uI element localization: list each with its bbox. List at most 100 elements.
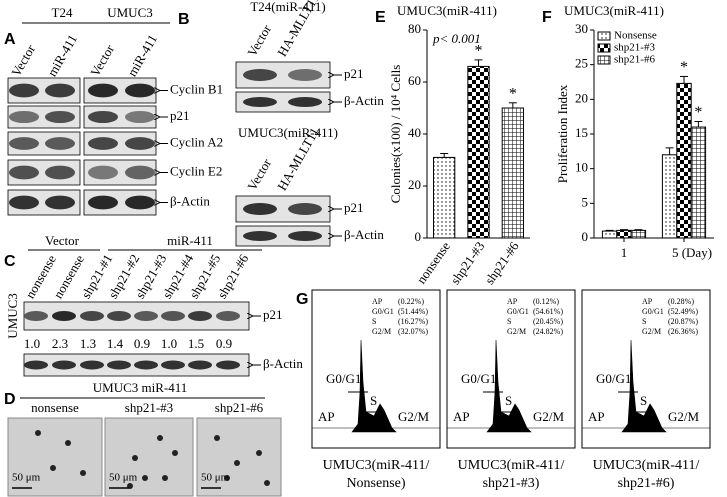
significance-mark: * — [509, 85, 517, 102]
colony — [214, 435, 220, 441]
stat-value: (0.28%) — [668, 297, 694, 306]
gate-label: G0/G1 — [596, 371, 631, 386]
dna-histogram — [621, 339, 667, 433]
caption: shp21-#3) — [483, 476, 540, 491]
protein-label: p21 — [344, 66, 364, 81]
x-tick-label: shp21-#3 — [447, 239, 487, 287]
bar — [467, 65, 490, 239]
blot-band — [107, 360, 131, 370]
protein-label: Cyclin B1 — [170, 81, 223, 96]
chart-title: UMUC3(miR-411) — [564, 3, 664, 18]
y-tick-label: 10 — [575, 160, 588, 175]
image-label: shp21-#6 — [215, 400, 264, 415]
gate-label: G0/G1 — [461, 371, 496, 386]
protein-label: p21 — [263, 307, 283, 322]
y-tick-label: 80 — [408, 21, 421, 36]
bar — [501, 107, 524, 239]
gate-label: AP — [588, 409, 605, 424]
colony — [162, 475, 168, 481]
density-ratio: 1.0 — [24, 336, 40, 351]
blot-band — [125, 165, 155, 180]
colony — [256, 450, 262, 456]
panel-letter: F — [542, 9, 552, 26]
blot-band — [125, 83, 155, 98]
density-ratio: 0.9 — [134, 336, 150, 351]
y-tick-label: 30 — [575, 21, 588, 36]
stat-label: G2/M — [642, 327, 661, 336]
protein-label: β-Actin — [170, 193, 210, 208]
stat-label: S — [372, 317, 376, 326]
y-tick-label: 40 — [408, 125, 421, 140]
bar — [661, 154, 678, 239]
y-tick-label: 20 — [575, 90, 588, 105]
caption: Nonsense) — [346, 476, 405, 491]
blot-band — [45, 83, 75, 98]
stat-value: (24.82%) — [533, 327, 563, 336]
density-ratio: 1.3 — [80, 336, 96, 351]
blot-band — [243, 231, 277, 241]
gate-label: G2/M — [668, 409, 700, 424]
blot-band — [243, 97, 277, 107]
gate-label: G2/M — [398, 409, 430, 424]
y-tick-label: 5 — [582, 194, 589, 209]
y-axis-label: Colonies(x100) / 10⁴ Cells — [388, 65, 403, 204]
blot-band — [9, 83, 39, 98]
stat-value: (20.45%) — [533, 317, 563, 326]
stat-value: (26.36%) — [668, 327, 698, 336]
group-label: UMUC3 — [107, 5, 153, 20]
gate-label: G0/G1 — [326, 371, 361, 386]
image-label: shp21-#3 — [125, 400, 173, 415]
blot-band — [107, 311, 131, 321]
group-label: T24 — [52, 5, 73, 20]
panel-letter: G — [296, 291, 308, 308]
stat-label: AP — [507, 297, 518, 306]
lane-label: miR-411 — [44, 32, 80, 79]
stat-value: (54.61%) — [533, 307, 563, 316]
colony — [234, 460, 240, 466]
stat-label: G0/G1 — [372, 307, 394, 316]
blot-band — [288, 97, 322, 107]
dna-histogram — [351, 339, 397, 433]
stat-label: G0/G1 — [642, 307, 664, 316]
lane-label: Vector — [87, 42, 117, 79]
blot-band — [24, 311, 48, 321]
blot-band — [88, 137, 118, 150]
stat-label: AP — [372, 297, 383, 306]
stat-value: (52.49%) — [668, 307, 698, 316]
blot-band — [45, 110, 75, 124]
blot-band — [52, 360, 76, 370]
cell-line-label: UMUC3 — [5, 293, 20, 339]
blot-band — [125, 137, 155, 150]
lane-label: Vector — [244, 156, 274, 193]
blot-band — [45, 137, 75, 150]
caption: UMUC3(miR-411/ — [323, 458, 430, 473]
y-tick-label: 20 — [408, 177, 421, 192]
blot-band — [88, 165, 118, 180]
blot-band — [188, 311, 212, 321]
y-axis-label: Proliferation Index — [555, 84, 570, 183]
blot-band — [288, 203, 322, 215]
blot-band — [125, 195, 155, 210]
legend-swatch — [597, 55, 611, 65]
blot-band — [161, 311, 185, 321]
blot-band — [134, 311, 158, 321]
panel-letter: C — [4, 253, 16, 270]
blot-band — [80, 360, 104, 370]
stat-label: G0/G1 — [507, 307, 529, 316]
bar — [616, 229, 632, 239]
y-tick-label: 15 — [575, 125, 588, 140]
caption: UMUC3(miR-411/ — [458, 458, 565, 473]
micrograph — [104, 417, 194, 497]
colony — [172, 450, 178, 456]
colony — [50, 465, 56, 471]
panel-letter: D — [4, 391, 16, 408]
colony — [264, 480, 270, 486]
stat-value: (0.12%) — [533, 297, 559, 306]
colony — [142, 475, 148, 481]
protein-label: β-Actin — [344, 227, 384, 242]
scale-bar-label: 50 μm — [109, 472, 138, 484]
stat-value: (0.22%) — [398, 297, 424, 306]
protein-label: Cyclin A2 — [170, 134, 223, 149]
blot-band — [80, 311, 104, 321]
group-label: Vector — [45, 233, 80, 248]
